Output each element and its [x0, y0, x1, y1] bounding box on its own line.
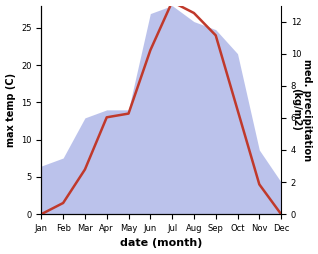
Y-axis label: med. precipitation
(kg/m2): med. precipitation (kg/m2)	[291, 59, 313, 161]
Y-axis label: max temp (C): max temp (C)	[5, 73, 16, 147]
X-axis label: date (month): date (month)	[120, 239, 203, 248]
